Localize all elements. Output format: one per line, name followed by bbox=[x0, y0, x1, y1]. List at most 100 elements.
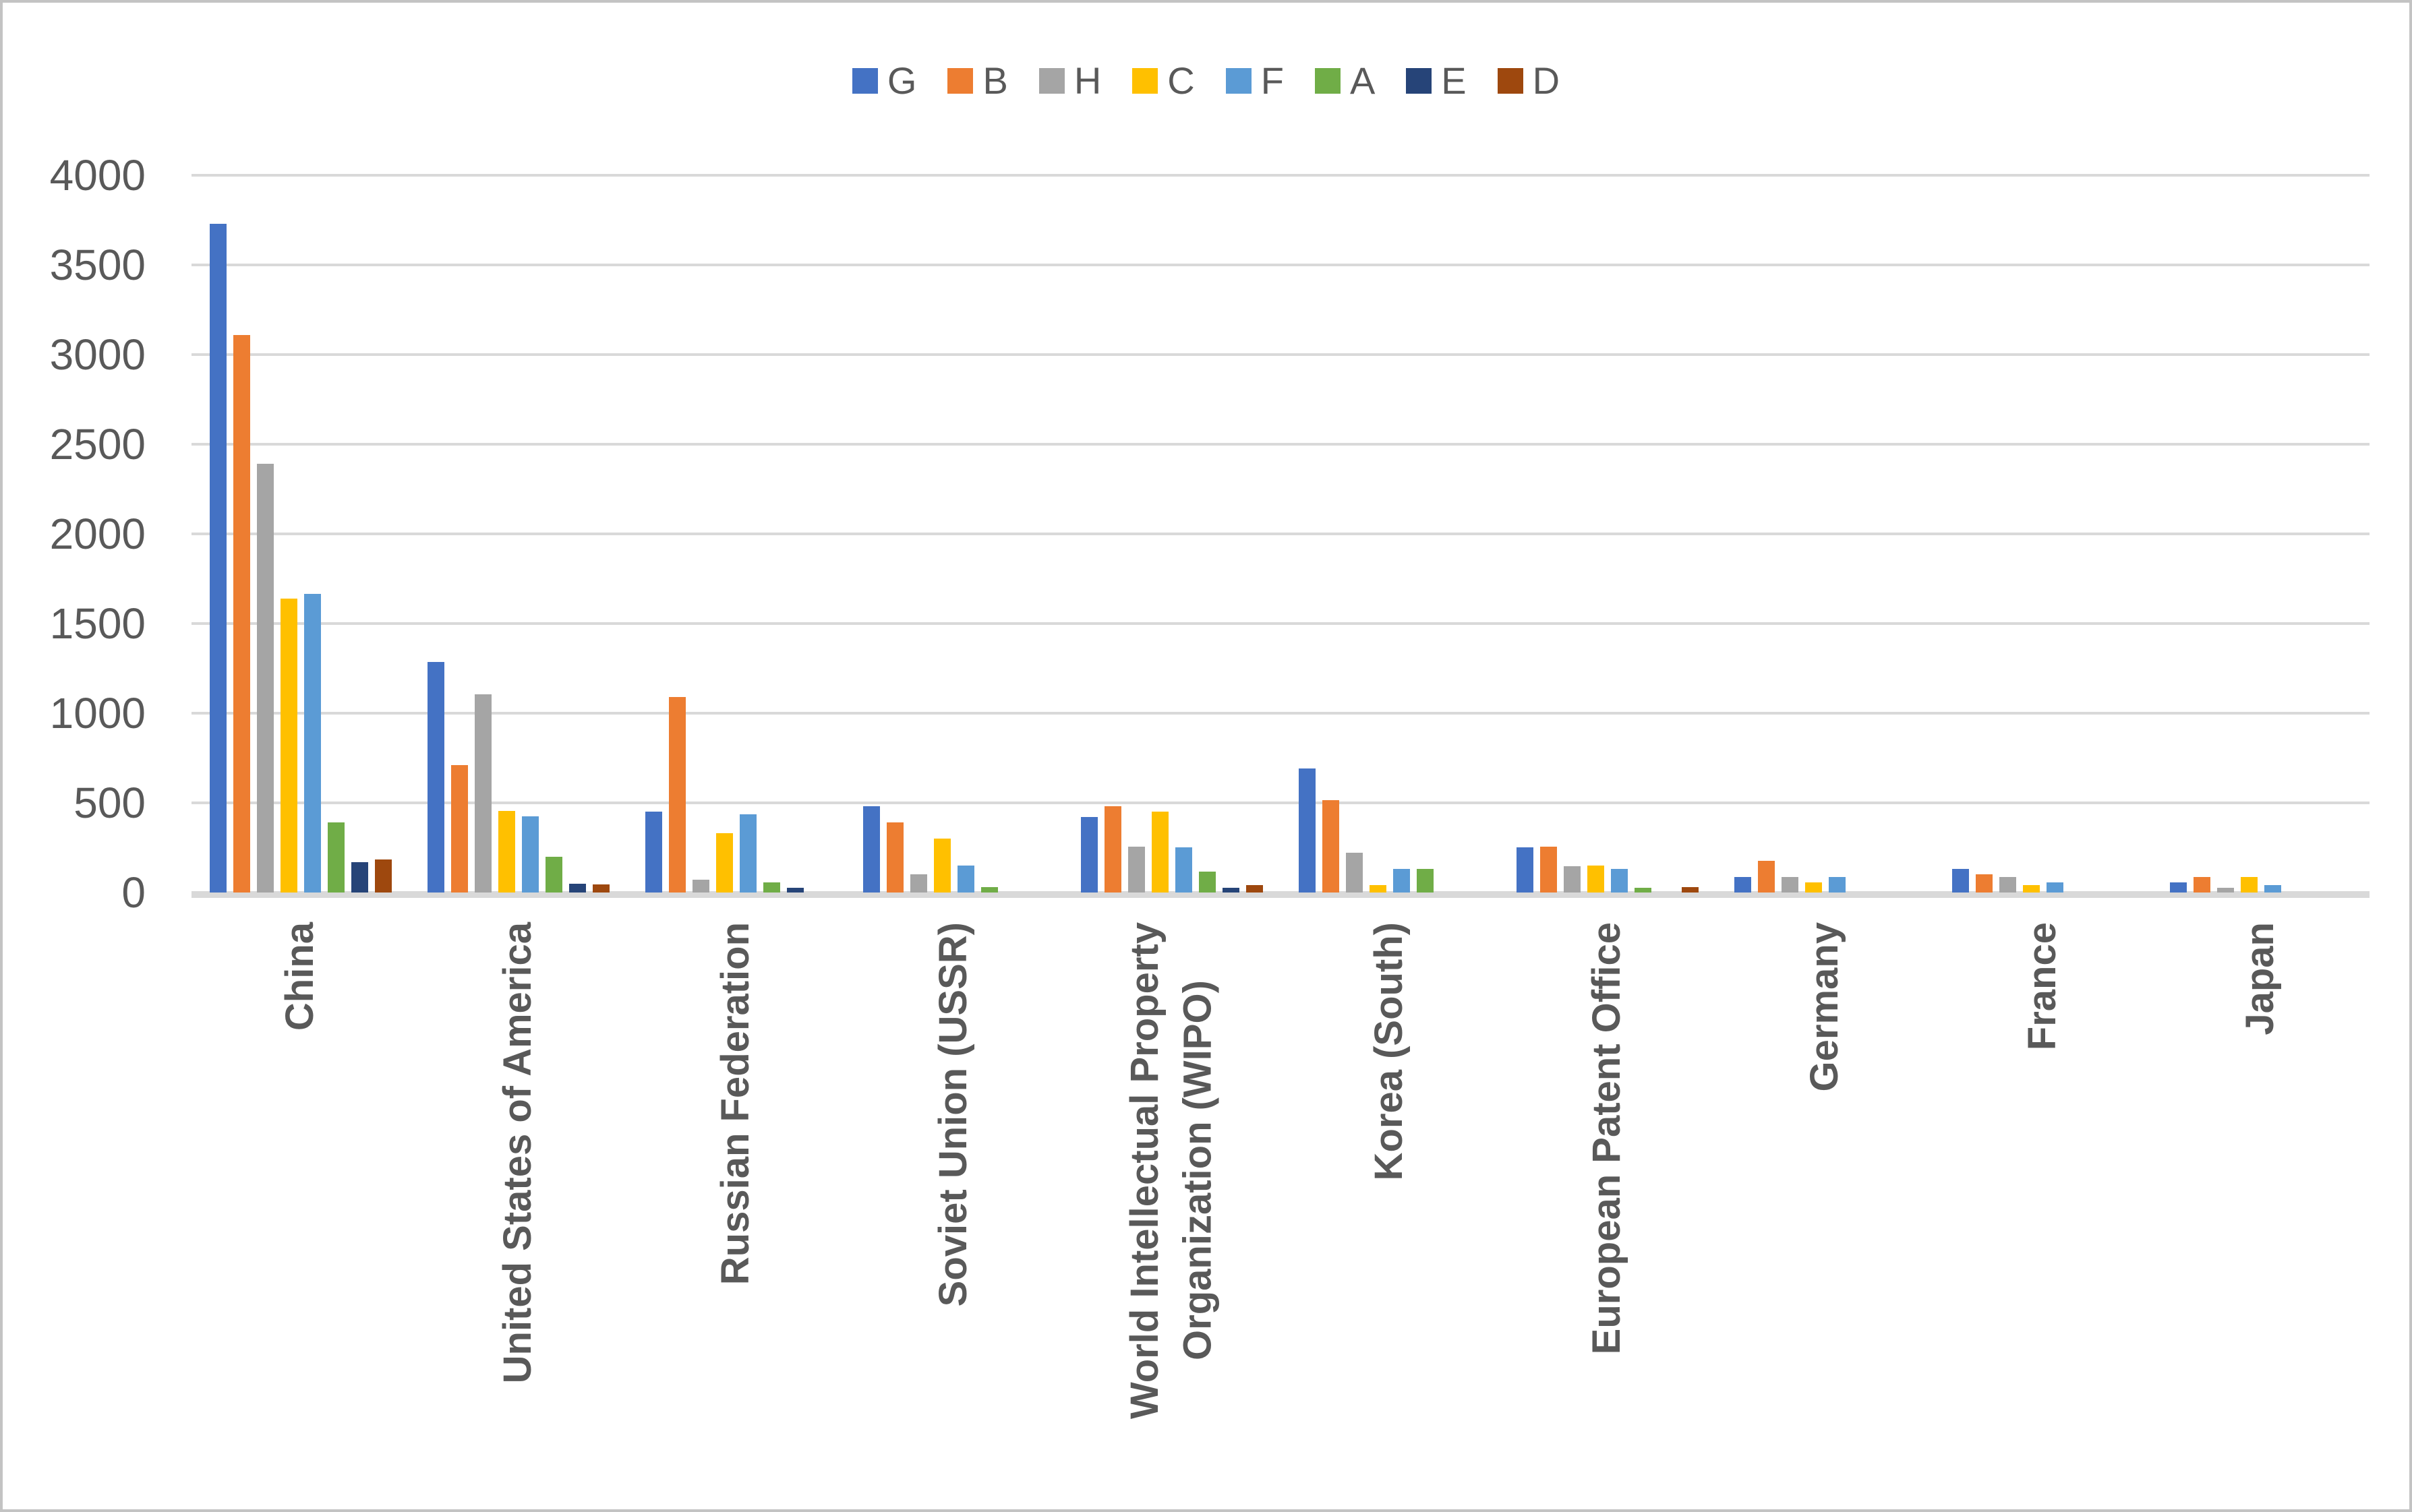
bar-series-C bbox=[498, 811, 515, 893]
x-axis-baseline bbox=[192, 893, 2370, 898]
y-axis-tick-label: 4000 bbox=[49, 151, 146, 200]
x-axis-category-cell: Japan bbox=[2152, 907, 2370, 1501]
bar-series-B bbox=[1757, 861, 1775, 893]
bar-series-B bbox=[450, 765, 468, 893]
y-axis-tick-label: 0 bbox=[121, 868, 146, 917]
legend-label: B bbox=[982, 59, 1008, 102]
bar-series-A bbox=[1416, 869, 1434, 893]
x-axis-category-label: Germany bbox=[1802, 922, 1847, 1092]
x-axis-category-cell: China bbox=[192, 907, 409, 1501]
gridline bbox=[192, 533, 2370, 535]
y-axis-tick-label: 2000 bbox=[49, 510, 146, 558]
bar-series-G bbox=[1080, 817, 1098, 893]
gridline bbox=[192, 174, 2370, 177]
y-axis: 4000 3500 3000 2500 2000 1500 1000 500 0 bbox=[3, 154, 146, 914]
bar-series-C bbox=[280, 599, 297, 893]
x-axis-category-label: World Intellectual Property Organization… bbox=[1123, 922, 1220, 1419]
x-axis-category-label: Korea (South) bbox=[1367, 922, 1411, 1181]
x-axis-category-label: France bbox=[2020, 922, 2065, 1051]
bar-group bbox=[192, 175, 409, 893]
bar-series-A bbox=[980, 887, 998, 893]
bar-series-C bbox=[715, 833, 733, 893]
x-axis-category-label: Japan bbox=[2238, 922, 2283, 1035]
bar-series-H bbox=[910, 874, 927, 893]
legend-label: D bbox=[1532, 59, 1560, 102]
bar-series-G bbox=[2169, 882, 2187, 893]
bar-series-G bbox=[1734, 877, 1751, 893]
y-axis-tick-label: 3000 bbox=[49, 330, 146, 379]
y-axis-tick-label: 500 bbox=[73, 779, 146, 827]
bar-series-G bbox=[1298, 768, 1316, 893]
bar-group bbox=[1498, 175, 1716, 893]
legend-label: F bbox=[1260, 59, 1284, 102]
bar-series-H bbox=[1999, 877, 2016, 893]
bar-series-C bbox=[933, 839, 951, 893]
bar-series-B bbox=[1104, 806, 1121, 893]
bar-series-G bbox=[862, 806, 880, 893]
bar-group bbox=[1281, 175, 1498, 893]
bar-series-F bbox=[1175, 847, 1192, 893]
gridline bbox=[192, 353, 2370, 356]
y-axis-tick-label: 3500 bbox=[49, 241, 146, 289]
bar-series-H bbox=[1563, 866, 1581, 893]
legend-item-C: C bbox=[1132, 62, 1195, 100]
y-axis-tick-label: 2500 bbox=[49, 420, 146, 468]
bar-series-C bbox=[1369, 885, 1386, 893]
x-axis-category-cell: European Patent Office bbox=[1498, 907, 1716, 1501]
legend-swatch-icon bbox=[1406, 68, 1432, 94]
legend-item-H: H bbox=[1038, 59, 1102, 102]
legend-swatch-icon bbox=[947, 68, 974, 94]
legend-label: H bbox=[1073, 59, 1102, 102]
bar-series-E bbox=[351, 862, 368, 893]
bar-series-B bbox=[1975, 874, 1993, 893]
x-axis-category-cell: World Intellectual Property Organization… bbox=[1063, 907, 1281, 1501]
x-axis-category-cell: France bbox=[1934, 907, 2152, 1501]
x-axis-category-label: China bbox=[278, 922, 322, 1031]
gridline bbox=[192, 264, 2370, 266]
legend-item-F: F bbox=[1225, 59, 1284, 102]
bar-series-D bbox=[1245, 885, 1263, 893]
bar-series-C bbox=[2022, 885, 2040, 893]
legend-swatch-icon bbox=[1225, 68, 1252, 94]
bar-series-G bbox=[645, 812, 662, 893]
gridline bbox=[192, 712, 2370, 715]
y-axis-tick-label: 1500 bbox=[49, 599, 146, 648]
bar-group bbox=[845, 175, 1063, 893]
x-axis-category-label: Russian Federation bbox=[713, 922, 758, 1286]
bar-group bbox=[1063, 175, 1281, 893]
bar-group bbox=[409, 175, 627, 893]
legend-swatch-icon bbox=[1132, 68, 1158, 94]
legend-item-E: E bbox=[1406, 59, 1467, 102]
x-axis-category-cell: Russian Federation bbox=[627, 907, 845, 1501]
bar-series-E bbox=[786, 888, 804, 893]
bars-layer bbox=[192, 175, 2370, 893]
bar-series-D bbox=[374, 859, 392, 893]
x-axis-category-cell: Germany bbox=[1716, 907, 1934, 1501]
legend-swatch-icon bbox=[852, 68, 878, 94]
bar-series-F bbox=[957, 866, 974, 893]
bar-series-E bbox=[1222, 888, 1239, 893]
bar-series-F bbox=[521, 816, 539, 893]
bar-series-G bbox=[209, 224, 227, 893]
bar-series-C bbox=[1804, 882, 1822, 893]
bar-series-C bbox=[1151, 812, 1169, 893]
bar-series-F bbox=[1392, 869, 1410, 893]
y-axis-tick-label: 1000 bbox=[49, 689, 146, 737]
bar-series-D bbox=[1681, 887, 1699, 893]
bar-series-H bbox=[256, 464, 274, 893]
bar-series-H bbox=[692, 880, 709, 893]
bar-series-B bbox=[1322, 800, 1339, 893]
bar-series-E bbox=[568, 884, 586, 893]
bar-group bbox=[627, 175, 845, 893]
bar-series-C bbox=[2240, 877, 2258, 893]
gridline bbox=[192, 443, 2370, 446]
bar-series-B bbox=[233, 335, 250, 893]
bar-series-H bbox=[2216, 888, 2234, 893]
legend-label: E bbox=[1441, 59, 1467, 102]
legend-swatch-icon bbox=[1497, 68, 1523, 94]
bar-series-H bbox=[1781, 877, 1798, 893]
bar-series-G bbox=[427, 662, 444, 893]
legend-label: A bbox=[1349, 59, 1376, 102]
gridline bbox=[192, 622, 2370, 625]
